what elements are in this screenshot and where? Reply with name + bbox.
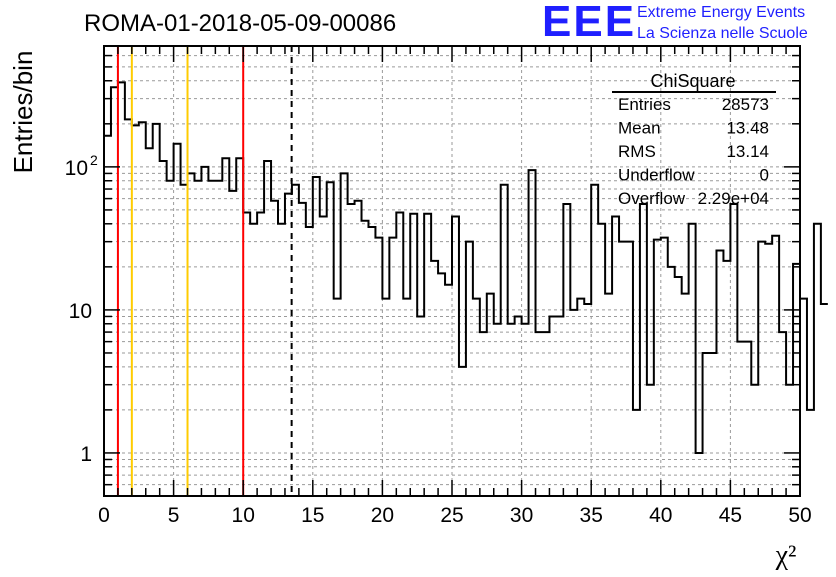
logo-text-line2: La Scienza nelle Scuole [637,25,808,42]
stats-label: Underflow [618,166,695,185]
stats-title: ChiSquare [650,71,735,91]
logo-text-line1: Extreme Energy Events [637,4,806,21]
stats-rows: Entries 28573 Mean 13.48 RMS 13.14 Underflow 0 O… [618,95,769,208]
histogram-outline [103,81,828,496]
stats-label: RMS [618,142,656,161]
stats-value: 13.48 [726,119,769,138]
stats-label: Overflow [618,189,686,208]
x-tick-label: 50 [788,504,811,527]
x-tick-label: 15 [301,504,324,527]
histogram-series [103,81,828,496]
eee-logo-mark: EEE [542,0,637,46]
x-axis-title: χ² [775,540,797,571]
axis-titles: Entries/bin χ² [8,51,796,571]
stats-label: Mean [618,119,661,138]
y-tick-label: 10 [65,157,88,180]
stats-value: 13.14 [726,142,769,161]
x-tick-label: 45 [719,504,742,527]
x-tick-label: 0 [98,504,110,527]
x-tick-label: 10 [232,504,255,527]
x-tick-label: 40 [649,504,672,527]
x-tick-label: 5 [168,504,180,527]
x-tick-label: 30 [510,504,533,527]
axis-ticks [103,45,801,497]
stats-value: 2.29e+04 [698,189,769,208]
y-tick-exponent: 2 [90,152,98,168]
x-tick-label: 20 [371,504,394,527]
grid-lines [104,46,800,496]
stats-label: Entries [618,95,671,114]
y-tick-label: 1 [80,443,92,466]
y-axis-title: Entries/bin [8,51,38,174]
x-tick-label: 25 [440,504,463,527]
stats-value: 0 [760,166,769,185]
run-title: ROMA-01-2018-05-09-00086 [84,10,397,37]
stats-value: 28573 [722,95,769,114]
y-tick-label: 10 [69,300,92,323]
stats-box: ChiSquare Entries 28573 Mean 13.48 RMS 13.14 U… [612,71,776,208]
reference-lines [116,46,293,496]
x-tick-label: 35 [580,504,603,527]
